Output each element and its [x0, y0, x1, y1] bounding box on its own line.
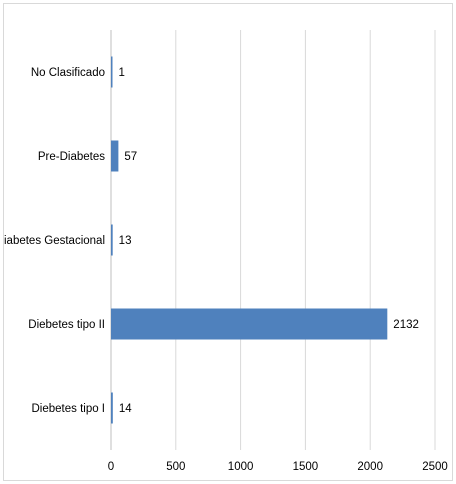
x-tick-label-1500: 1500 — [293, 461, 319, 473]
x-tick-label-2500: 2500 — [422, 461, 448, 473]
bar-chart: 0 500 1000 1500 2000 2500 No Clasificado 1 Pre-D… — [4, 30, 448, 473]
bar-2 — [111, 224, 113, 256]
category-label-0: No Clasificado — [31, 67, 105, 79]
x-tick-label-2000: 2000 — [357, 461, 383, 473]
x-tick-label-1000: 1000 — [228, 461, 254, 473]
data-label-3: 2132 — [393, 319, 419, 331]
data-label-1: 57 — [124, 151, 137, 163]
data-label-2: 13 — [119, 235, 132, 247]
category-label-1: Pre-Diabetes — [38, 151, 105, 163]
bar-1 — [111, 140, 119, 172]
x-tick-label-500: 500 — [166, 461, 185, 473]
bars — [111, 56, 388, 424]
category-label-4: Diebetes tipo I — [31, 403, 105, 415]
category-label-2: Diabetes Gestacional — [4, 235, 105, 247]
x-tick-label-0: 0 — [108, 461, 114, 473]
chart-frame: 0 500 1000 1500 2000 2500 No Clasificado 1 Pre-D… — [3, 3, 453, 481]
bar-0 — [111, 56, 113, 88]
gridlines — [110, 30, 436, 450]
bar-4 — [111, 392, 113, 424]
category-label-3: Diebetes tipo II — [28, 319, 105, 331]
labels: 0 500 1000 1500 2000 2500 No Clasificado 1 Pre-D… — [4, 67, 448, 473]
data-label-0: 1 — [119, 67, 125, 79]
bar-3 — [111, 308, 388, 340]
data-label-4: 14 — [119, 403, 132, 415]
